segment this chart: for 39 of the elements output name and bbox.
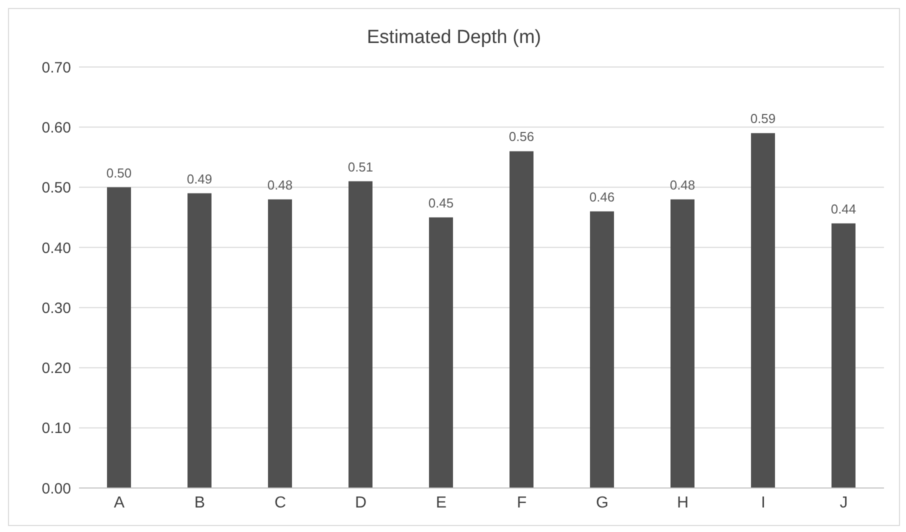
y-tick-label: 0.60 bbox=[42, 119, 71, 136]
y-tick-label: 0.00 bbox=[42, 480, 71, 498]
bar bbox=[751, 133, 775, 488]
data-label: 0.48 bbox=[670, 177, 696, 192]
data-label: 0.50 bbox=[106, 165, 132, 180]
bar bbox=[348, 181, 372, 488]
x-tick-label: H bbox=[676, 494, 689, 512]
chart-title: Estimated Depth (m) bbox=[366, 26, 542, 50]
x-tick-label: F bbox=[516, 494, 527, 512]
bar bbox=[268, 199, 292, 488]
y-tick-label: 0.70 bbox=[42, 59, 71, 76]
x-tick-label: J bbox=[840, 494, 848, 512]
bar bbox=[832, 223, 856, 488]
x-tick-label: B bbox=[194, 494, 206, 512]
bar bbox=[107, 187, 131, 488]
x-tick-label: A bbox=[114, 494, 125, 512]
x-tick-label: G bbox=[596, 494, 608, 512]
data-label: 0.56 bbox=[508, 129, 534, 144]
data-label: 0.51 bbox=[348, 159, 374, 174]
bar bbox=[590, 211, 614, 488]
x-tick-label: D bbox=[354, 494, 367, 512]
x-tick-label: E bbox=[436, 494, 447, 512]
data-label: 0.45 bbox=[428, 195, 454, 210]
y-tick-label: 0.30 bbox=[42, 300, 71, 317]
bar bbox=[670, 199, 694, 488]
bar bbox=[510, 151, 534, 488]
x-tick-label: C bbox=[274, 494, 286, 512]
bar bbox=[429, 217, 453, 488]
data-label: 0.59 bbox=[750, 111, 776, 126]
y-tick-label: 0.20 bbox=[42, 360, 71, 378]
data-label: 0.46 bbox=[589, 189, 615, 204]
data-label: 0.49 bbox=[186, 171, 212, 186]
data-label: 0.44 bbox=[830, 201, 856, 216]
y-tick-label: 0.10 bbox=[42, 420, 71, 438]
data-label: 0.48 bbox=[267, 177, 293, 192]
bar bbox=[188, 193, 212, 488]
y-tick-label: 0.40 bbox=[42, 240, 71, 257]
x-tick-label: I bbox=[761, 494, 766, 512]
y-tick-label: 0.50 bbox=[42, 180, 71, 197]
